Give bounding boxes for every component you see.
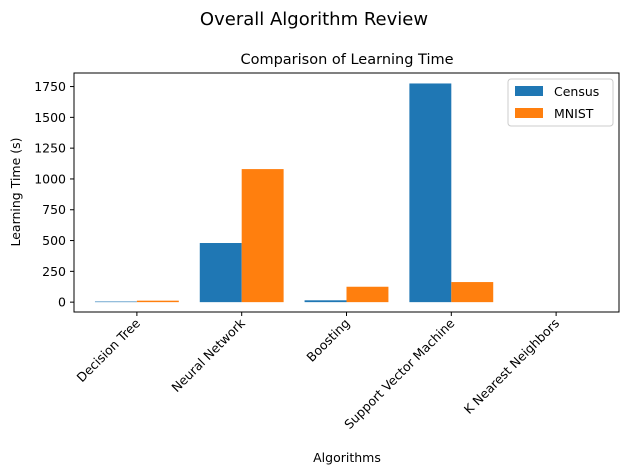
- legend: Census MNIST: [507, 78, 614, 127]
- bar-census-boosting: [304, 300, 347, 303]
- bar-mnist-neural-network: [241, 169, 284, 303]
- legend-label-census: Census: [554, 84, 599, 99]
- y-tick-label: 1000: [34, 171, 66, 186]
- x-axis-ticks: Decision Tree Neural Network BoostingSuppo…: [74, 312, 562, 432]
- bar-mnist-decision-tree: [136, 300, 179, 303]
- bar-census-support-vector-machine: [409, 83, 452, 303]
- bar-mnist-support-vector-machine: [451, 282, 494, 303]
- figure-suptitle: Overall Algorithm Review: [200, 9, 428, 30]
- y-axis-ticks: 0 250 500 750 1000 1250 1500 1750: [34, 79, 74, 310]
- legend-label-mnist: MNIST: [554, 106, 594, 121]
- bar-area: [94, 83, 494, 303]
- y-tick-label: 0: [58, 295, 66, 310]
- x-tick-label-decision-tree: Decision Tree: [74, 315, 144, 385]
- x-tick-label-k-nearest-neighbors: K Nearest Neighbors: [461, 316, 562, 417]
- x-tick-label-support-vector-machine: Support Vector Machine: [341, 315, 458, 432]
- y-tick-label: 1500: [34, 110, 66, 125]
- bar-census-decision-tree: [94, 301, 137, 303]
- y-tick-label: 250: [42, 264, 66, 279]
- x-axis-label: Algorithms: [313, 450, 381, 465]
- y-tick-label: 1250: [34, 141, 66, 156]
- y-tick-label: 750: [42, 202, 66, 217]
- y-tick-label: 500: [42, 233, 66, 248]
- plot-frame: [73, 72, 620, 313]
- legend-swatch-mnist: [515, 108, 543, 118]
- legend-swatch-census: [515, 86, 543, 96]
- bar-mnist-boosting: [346, 286, 389, 303]
- y-tick-label: 1750: [34, 79, 66, 94]
- bar-census-neural-network: [199, 243, 242, 303]
- x-tick-label-neural-network: Neural Network: [168, 315, 248, 395]
- x-tick-label-boosting: Boosting: [303, 316, 352, 365]
- chart-title: Comparison of Learning Time: [240, 52, 453, 68]
- y-axis-label: Learning Time (s): [8, 137, 23, 246]
